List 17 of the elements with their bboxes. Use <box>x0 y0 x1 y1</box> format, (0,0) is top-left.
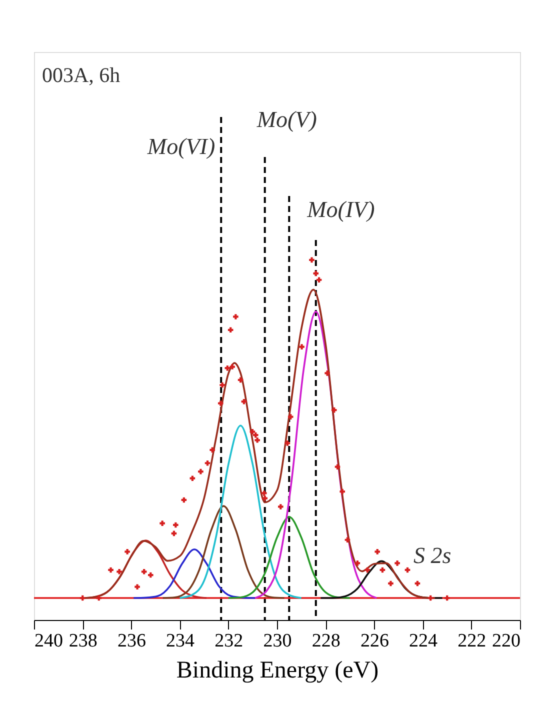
x-axis-title: Binding Energy (eV) <box>176 658 379 684</box>
text: 003A, 6h <box>42 63 121 87</box>
x-tick-label: 222 <box>458 630 486 652</box>
x-tick-label: 234 <box>166 630 196 652</box>
x-tick-label: 230 <box>263 630 292 652</box>
x-tick-label: 228 <box>312 630 340 652</box>
x-tick-label: 224 <box>409 630 438 652</box>
ref-line-label: Mo(VI) <box>146 134 216 159</box>
x-tick-label: 220 <box>492 630 520 652</box>
x-tick-label: 240 <box>34 630 63 652</box>
ref-line-label: Mo(V) <box>256 107 317 132</box>
annotation: S 2s <box>413 543 452 568</box>
x-tick-label: 236 <box>117 630 146 652</box>
x-tick-label: 238 <box>68 630 98 652</box>
x-tick-label: 226 <box>360 630 389 652</box>
ref-line-label: Mo(IV) <box>306 197 375 222</box>
x-tick-label: 232 <box>214 630 244 652</box>
